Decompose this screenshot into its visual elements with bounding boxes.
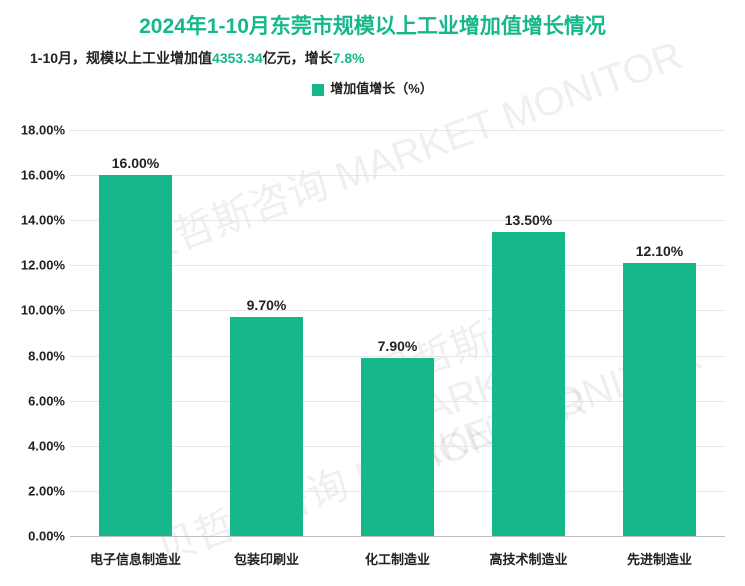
x-axis-label: 高技术制造业 bbox=[463, 549, 594, 568]
subtitle-total-value: 4353.34 bbox=[212, 50, 263, 66]
y-axis-label: 12.00% bbox=[10, 258, 65, 273]
bar bbox=[623, 263, 695, 536]
x-axis-label: 电子信息制造业 bbox=[70, 549, 201, 568]
y-axis-label: 8.00% bbox=[10, 348, 65, 363]
subtitle-growth-value: 7.8% bbox=[333, 50, 365, 66]
chart-plot-area: 0.00%2.00%4.00%6.00%8.00%10.00%12.00%14.… bbox=[70, 130, 725, 536]
bar bbox=[492, 232, 564, 537]
y-axis-label: 2.00% bbox=[10, 483, 65, 498]
y-axis-label: 18.00% bbox=[10, 123, 65, 138]
subtitle-mid: 亿元，增长 bbox=[263, 50, 333, 66]
legend-marker bbox=[312, 84, 324, 96]
bar bbox=[99, 175, 171, 536]
bar-value-label: 9.70% bbox=[247, 297, 287, 313]
chart-title: 2024年1-10月东莞市规模以上工业增加值增长情况 bbox=[0, 0, 745, 40]
bar-value-label: 16.00% bbox=[112, 155, 159, 171]
chart-subtitle: 1-10月，规模以上工业增加值4353.34亿元，增长7.8% bbox=[0, 40, 745, 68]
x-axis-label: 化工制造业 bbox=[332, 549, 463, 568]
y-axis-label: 6.00% bbox=[10, 393, 65, 408]
y-axis-label: 4.00% bbox=[10, 438, 65, 453]
bar bbox=[361, 358, 433, 536]
chart-legend: 增加值增长（%） bbox=[0, 68, 745, 97]
gridline bbox=[70, 536, 725, 537]
bar-slot: 9.70% bbox=[201, 130, 332, 536]
bar-value-label: 7.90% bbox=[378, 338, 418, 354]
x-axis-label: 先进制造业 bbox=[594, 549, 725, 568]
bar-value-label: 13.50% bbox=[505, 212, 552, 228]
legend-label: 增加值增长（%） bbox=[330, 81, 433, 96]
y-axis-label: 14.00% bbox=[10, 213, 65, 228]
bar-slot: 12.10% bbox=[594, 130, 725, 536]
bar-slot: 16.00% bbox=[70, 130, 201, 536]
bar-slot: 13.50% bbox=[463, 130, 594, 536]
bar bbox=[230, 317, 302, 536]
bar-slot: 7.90% bbox=[332, 130, 463, 536]
y-axis-label: 16.00% bbox=[10, 168, 65, 183]
subtitle-prefix: 1-10月，规模以上工业增加值 bbox=[30, 50, 212, 66]
y-axis-label: 10.00% bbox=[10, 303, 65, 318]
x-axis-label: 包装印刷业 bbox=[201, 549, 332, 568]
bar-value-label: 12.10% bbox=[636, 243, 683, 259]
x-axis-labels: 电子信息制造业包装印刷业化工制造业高技术制造业先进制造业 bbox=[70, 549, 725, 568]
y-axis-label: 0.00% bbox=[10, 529, 65, 544]
